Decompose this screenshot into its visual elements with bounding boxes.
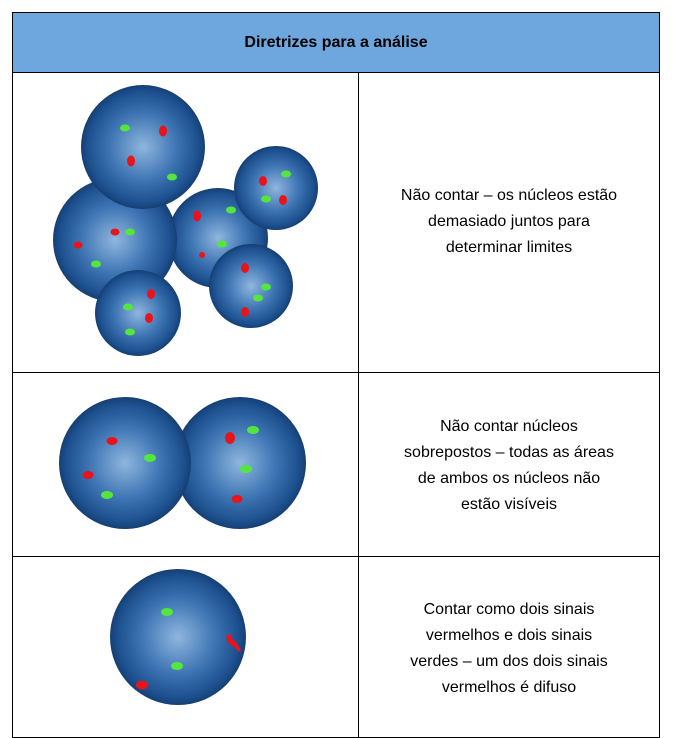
cell-text: vermelhos e dois sinais [426, 627, 592, 644]
cell-text: sobrepostos – todas as áreas [404, 444, 614, 461]
nuclei-cluster [53, 85, 318, 356]
cell-text: verdes – um dos dois sinais [410, 653, 607, 670]
single-nucleus [110, 569, 246, 705]
header-background [12, 12, 660, 72]
cell-text: Não contar núcleos [440, 418, 578, 435]
cell-text: demasiado juntos para [428, 213, 590, 230]
header-title: Diretrizes para a análise [244, 34, 427, 51]
overlapping-nuclei [59, 397, 306, 529]
cell-text: vermelhos é difuso [442, 679, 576, 696]
cell-text: de ambos os núcleos não [418, 470, 600, 487]
cell-text: Contar como dois sinais [424, 601, 595, 618]
cell-text: Não contar – os núcleos estão [401, 187, 617, 204]
cell-text: determinar limites [446, 239, 572, 256]
cell-text: estão visíveis [461, 496, 557, 513]
